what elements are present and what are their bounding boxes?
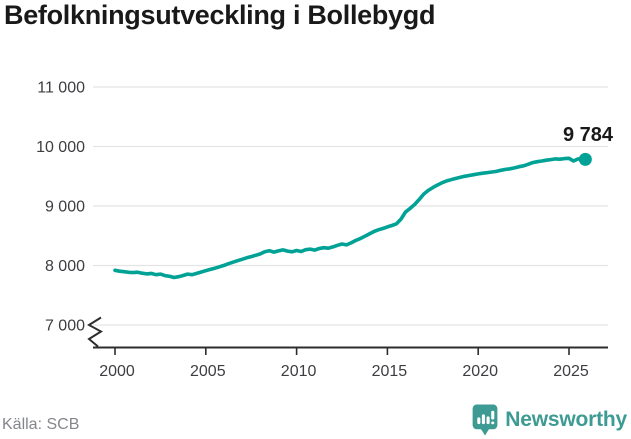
y-tick-label: 8 000	[45, 258, 85, 275]
source-label: Källa: SCB	[2, 416, 80, 433]
x-tick-label: 2005	[190, 363, 226, 380]
y-tick-label: 9 000	[45, 199, 85, 216]
y-tick-label: 10 000	[36, 139, 85, 156]
newsworthy-logo-icon	[472, 404, 498, 436]
axis-break-icon	[87, 316, 103, 348]
mini-bar-chart-icon	[477, 410, 495, 425]
x-tick-label: 2010	[281, 363, 317, 380]
x-tick-label: 2025	[553, 363, 589, 380]
chart-title: Befolkningsutveckling i Bollebygd	[4, 0, 436, 30]
population-chart: 11 000 10 000 9 000 8 000 7 000 2000 2005 2010 2…	[36, 80, 614, 381]
newsworthy-logo-link[interactable]: Newsworthy	[472, 404, 627, 436]
x-tick-label: 2000	[99, 363, 135, 380]
x-tick-label: 2015	[372, 363, 408, 380]
population-series-line	[113, 156, 588, 280]
y-tick-label: 11 000	[37, 80, 85, 97]
x-tick-label: 2020	[462, 363, 498, 380]
newsworthy-wordmark: Newsworthy	[505, 408, 627, 431]
latest-value-dot	[578, 152, 592, 166]
latest-value-label: 9 784	[563, 124, 614, 146]
y-tick-label: 7 000	[45, 318, 85, 335]
